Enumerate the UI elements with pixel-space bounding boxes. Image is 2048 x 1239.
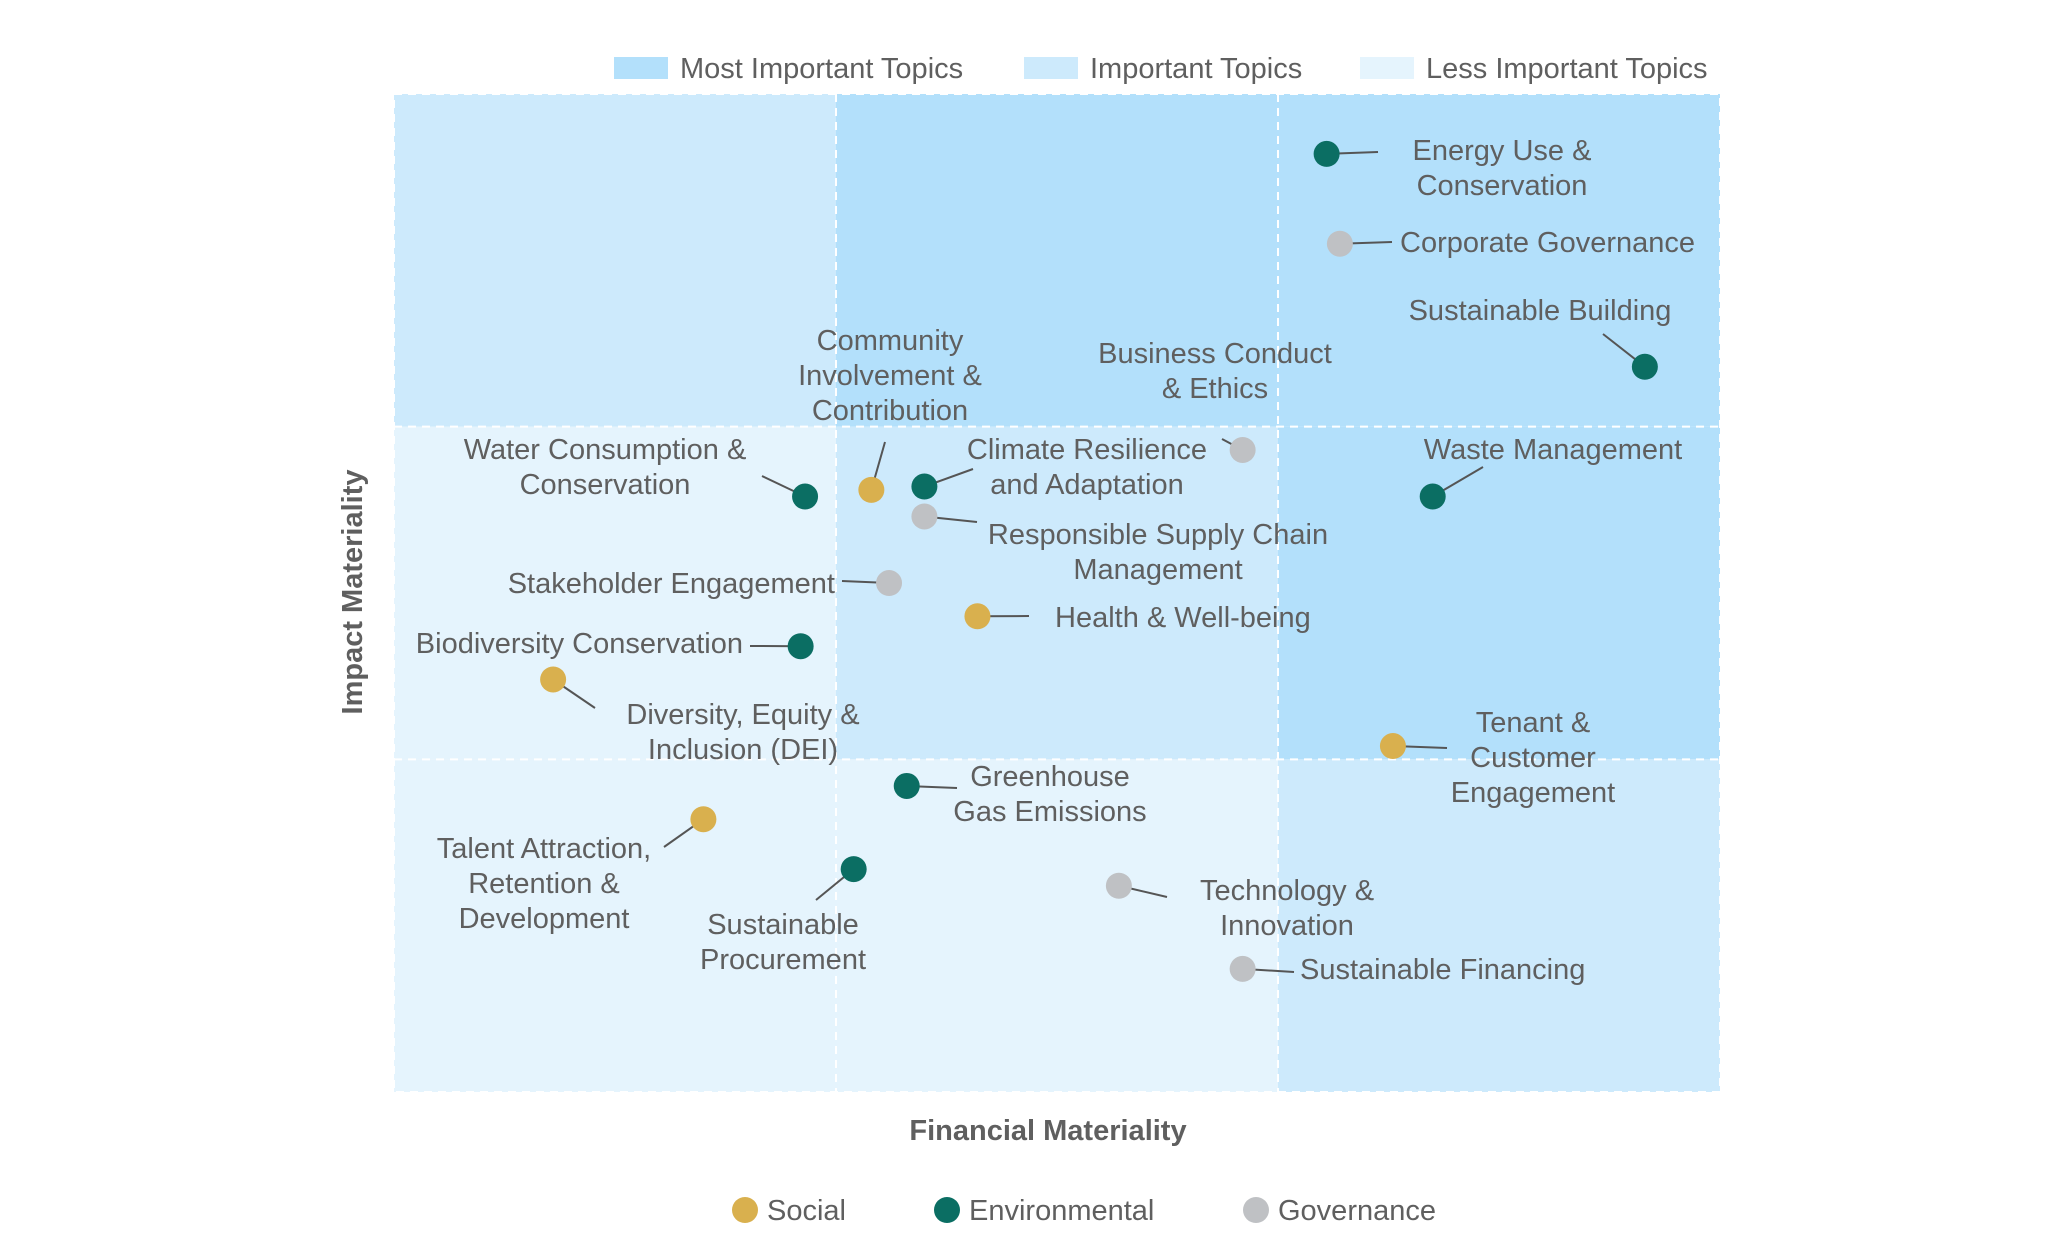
zone-r1-c1 (836, 426, 1278, 760)
point-community-involvement-contribution (858, 476, 885, 503)
data-points (540, 140, 1658, 982)
label-health-well-being: Health & Well-being (1055, 602, 1311, 634)
point-sustainable-procurement (840, 856, 867, 883)
point-climate-resilience-and-adaptation (911, 473, 938, 500)
point-labels: Energy Use & Conservation Corporate Govern… (416, 135, 1695, 986)
point-biodiversity-conservation (787, 633, 814, 660)
label-tenant-customer-engagement: Tenant & Customer Engagement (1451, 707, 1615, 809)
point-tenant-customer-engagement (1379, 733, 1406, 760)
category-legend-marker-social (732, 1197, 758, 1223)
category-legend-label-governance: Governance (1278, 1195, 1436, 1227)
zone-legend: Most Important Topics Important Topics Les… (614, 53, 1708, 85)
label-water-consumption-conservation: Water Consumption & Conservation (464, 434, 747, 501)
point-sustainable-financing (1229, 955, 1256, 982)
category-legend-label-social: Social (767, 1195, 846, 1227)
zone-legend-label-most-important-topics: Most Important Topics (680, 53, 963, 85)
label-corporate-governance: Corporate Governance (1400, 227, 1695, 259)
zone-r2-c0 (394, 94, 836, 427)
point-talent-attraction-retention-development (690, 806, 717, 833)
zone-r0-c0 (394, 759, 836, 1092)
point-health-well-being (964, 603, 991, 630)
point-sustainable-building (1631, 353, 1658, 380)
label-sustainable-financing: Sustainable Financing (1300, 954, 1585, 986)
label-diversity-equity-inclusion-dei: Diversity, Equity & Inclusion (DEI) (626, 699, 859, 766)
zone-r2-c1 (836, 94, 1278, 427)
zone-legend-swatch-less-important-topics (1360, 57, 1414, 79)
label-community-involvement-contribution: Community Involvement & Contribution (798, 325, 982, 427)
label-waste-management: Waste Management (1424, 434, 1682, 466)
point-waste-management (1419, 483, 1446, 510)
category-legend: Social Environmental Governance (732, 1195, 1436, 1227)
zone-legend-swatch-most-important-topics (614, 57, 668, 79)
point-greenhouse-gas-emissions (893, 772, 920, 799)
label-stakeholder-engagement: Stakeholder Engagement (508, 568, 835, 600)
zone-legend-label-less-important-topics: Less Important Topics (1426, 53, 1708, 85)
zone-r1-c2 (1278, 426, 1720, 760)
quadrant-zones (394, 94, 1720, 1092)
zone-r1-c0 (394, 426, 836, 760)
label-business-conduct-ethics: Business Conduct & Ethics (1098, 338, 1332, 405)
label-biodiversity-conservation: Biodiversity Conservation (416, 628, 743, 660)
label-climate-resilience-and-adaptation: Climate Resilience and Adaptation (967, 434, 1207, 501)
point-responsible-supply-chain-management (911, 503, 938, 530)
y-axis-title: Impact Materiality (337, 470, 369, 715)
zone-r0-c1 (836, 759, 1278, 1092)
category-legend-marker-governance (1243, 1197, 1269, 1223)
point-energy-use-conservation (1313, 140, 1340, 167)
zone-legend-label-important-topics: Important Topics (1090, 53, 1302, 85)
label-technology-innovation: Technology & Innovation (1200, 875, 1374, 942)
zone-r0-c2 (1278, 759, 1720, 1092)
category-legend-label-environmental: Environmental (969, 1195, 1154, 1227)
zone-legend-swatch-important-topics (1024, 57, 1078, 79)
point-stakeholder-engagement (876, 570, 903, 597)
label-talent-attraction-retention-development: Talent Attraction, Retention & Development (437, 833, 651, 935)
point-business-conduct-ethics (1229, 436, 1256, 463)
point-corporate-governance (1326, 230, 1353, 257)
x-axis-title: Financial Materiality (909, 1115, 1186, 1147)
label-sustainable-building: Sustainable Building (1409, 295, 1672, 327)
label-responsible-supply-chain-management: Responsible Supply Chain Management (988, 519, 1328, 586)
label-energy-use-conservation: Energy Use & Conservation (1413, 135, 1592, 202)
label-sustainable-procurement: Sustainable Procurement (700, 909, 866, 976)
point-diversity-equity-inclusion-dei (540, 666, 567, 693)
point-water-consumption-conservation (792, 483, 819, 510)
label-greenhouse-gas-emissions: Greenhouse Gas Emissions (953, 761, 1146, 828)
category-legend-marker-environmental (934, 1197, 960, 1223)
plot-border (393, 93, 1721, 1093)
point-technology-innovation (1105, 872, 1132, 899)
quadrant-grid-lines (393, 93, 1721, 1093)
